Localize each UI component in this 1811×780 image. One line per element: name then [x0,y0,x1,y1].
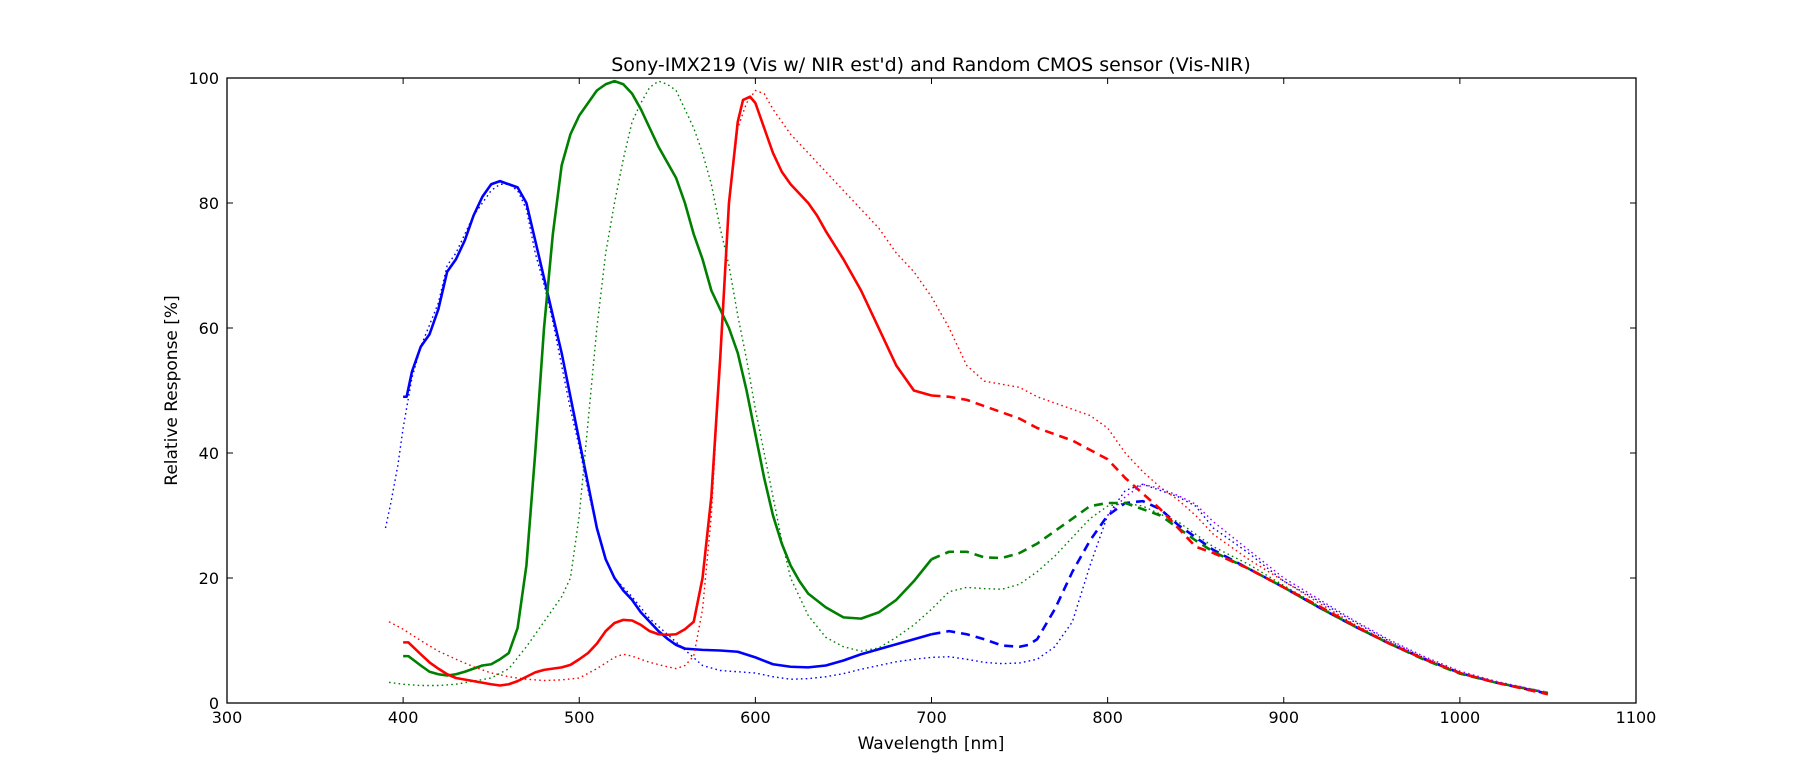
x-tick-label: 900 [1268,708,1299,727]
x-tick-label: 1100 [1616,708,1657,727]
x-tick-label: 400 [388,708,419,727]
y-tick-label: 100 [188,69,219,88]
series-line-green-dashed-4 [930,501,1549,695]
x-tick-label: 700 [916,708,947,727]
y-tick-label: 60 [199,319,219,338]
y-tick-label: 20 [199,569,219,588]
x-axis-label: Wavelength [nm] [858,734,1005,754]
series-line-blue-solid-0 [403,179,932,669]
x-tick-label: 300 [212,708,243,727]
y-tick-label: 0 [209,694,219,713]
y-tick-label: 80 [199,194,219,213]
chart-title: Sony-IMX219 (Vis w/ NIR est'd) and Rando… [611,54,1251,76]
series-line-red-dashed-7 [931,394,1549,696]
y-tick-label: 40 [199,444,219,463]
ticks-layer: 300 400 500 600 700 800 900 1000 1100 0 20 40 60 80 10… [188,69,1656,727]
series-line-red-dotted-8 [388,89,1549,695]
x-tick-label: 1000 [1440,708,1481,727]
y-axis-label: Relative Response [%] [162,295,182,485]
series-layer [384,79,1549,696]
series-line-red-solid-6 [403,95,932,687]
series-line-purple-dotted-9 [1107,483,1549,694]
x-tick-label: 500 [564,708,595,727]
x-tick-label: 800 [1092,708,1123,727]
series-line-blue-dotted-2 [384,183,1549,695]
series-line-blue-dashed-1 [931,499,1549,695]
x-tick-label: 600 [740,708,771,727]
series-line-green-dotted-5 [388,80,1549,694]
series-line-green-solid-3 [403,79,933,677]
